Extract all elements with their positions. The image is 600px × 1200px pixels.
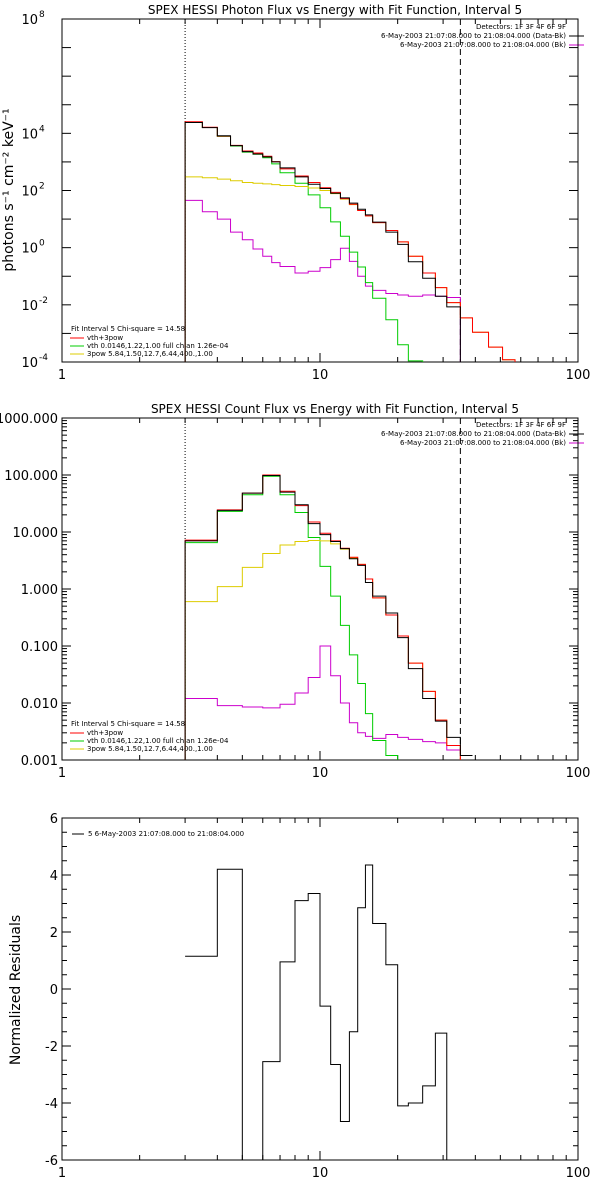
count-y-tick-label: 10.000 bbox=[13, 526, 59, 541]
photon-y-tick-label: 10 bbox=[21, 242, 38, 257]
photon-y-tick-label: 10 bbox=[21, 13, 38, 28]
photon-y-tick-exponent: -2 bbox=[39, 296, 48, 306]
count-y-tick-label: 0.001 bbox=[21, 754, 58, 769]
residuals-legend-text: 5 6-May-2003 21:07:08.000 to 21:08:04.00… bbox=[88, 830, 244, 838]
count-legend-bk-text: 6-May-2003 21:07:08.000 to 21:08:04.000 … bbox=[400, 439, 566, 447]
count-x-tick-label: 1 bbox=[58, 766, 66, 781]
residuals-series-group bbox=[185, 864, 461, 1160]
residuals-x-tick-label: 1 bbox=[58, 1166, 66, 1181]
count-series-bk bbox=[184, 645, 461, 760]
residuals-y-tick-label: 0 bbox=[50, 983, 58, 998]
count-legend-thermal-text: vth 0.0146,1.22,1.00 full chian 1.26e-04 bbox=[87, 737, 229, 745]
count-plot-frame bbox=[61, 417, 579, 761]
photon-y-tick-base: 10 bbox=[21, 299, 38, 314]
residuals-series-residuals bbox=[185, 864, 461, 1160]
photon-legend-fit-interval: Fit Interval 5 Chi-square = 14.58 bbox=[71, 325, 185, 333]
photon-y-tick-base: 10 bbox=[21, 185, 38, 200]
residuals-y-tick-label: -4 bbox=[45, 1097, 58, 1112]
count-y-tick-label: 1.000 bbox=[21, 583, 58, 598]
photon-x-tick-label: 100 bbox=[566, 368, 591, 383]
count-x-axis: 1 10 100 bbox=[58, 418, 591, 781]
photon-chart-title: SPEX HESSI Photon Flux vs Energy with Fi… bbox=[148, 3, 522, 17]
photon-y-axis-label: photons s⁻¹ cm⁻² keV⁻¹ bbox=[1, 108, 17, 271]
count-series-powerlaw bbox=[184, 539, 461, 760]
photon-series-bk bbox=[184, 199, 461, 362]
photon-legend-thermal-text: vth 0.0146,1.22,1.00 full chian 1.26e-04 bbox=[87, 342, 229, 350]
photon-legend-bk-text: 6-May-2003 21:07:08.000 to 21:08:04.000 … bbox=[400, 41, 566, 49]
photon-detectors-label: Detectors: 1F 3F 4F 6F 9F bbox=[476, 23, 566, 31]
photon-legend-total-text: vth+3pow bbox=[87, 334, 123, 342]
residuals-y-tick-label: -6 bbox=[45, 1154, 58, 1169]
photon-y-tick-exponent: 0 bbox=[39, 239, 45, 249]
photon-series-group bbox=[184, 121, 516, 362]
residuals-y-axis: -6 -4 -2 0 2 4 6 bbox=[45, 812, 578, 1169]
photon-x-tick-label: 1 bbox=[58, 368, 66, 383]
photon-legend-powerlaw-text: 3pow 5.84,1.50,12.7,6.44,400.,1.00 bbox=[87, 350, 213, 358]
photon-x-tick-label: 10 bbox=[312, 368, 329, 383]
photon-y-tick-base: 10 bbox=[21, 242, 38, 257]
count-legend-total-text: vth+3pow bbox=[87, 729, 123, 737]
count-y-tick-label: 0.100 bbox=[21, 640, 58, 655]
count-legend-data-text: 6-May-2003 21:07:08.000 to 21:08:04.000 … bbox=[381, 430, 566, 438]
count-series-thermal bbox=[184, 475, 399, 760]
count-y-tick-label: 100.000 bbox=[4, 469, 58, 484]
count-flux-chart: SPEX HESSI Count Flux vs Energy with Fit… bbox=[0, 402, 591, 781]
residuals-y-tick-label: 2 bbox=[50, 926, 58, 941]
photon-y-tick-base: 10 bbox=[21, 356, 38, 371]
photon-top-legend: 6-May-2003 21:07:08.000 to 21:08:04.000 … bbox=[381, 32, 584, 49]
photon-flux-chart: SPEX HESSI Photon Flux vs Energy with Fi… bbox=[1, 3, 591, 383]
photon-y-tick-label: 10 bbox=[21, 299, 38, 314]
photon-y-tick-exponent: -4 bbox=[39, 353, 48, 363]
count-x-tick-label: 100 bbox=[566, 766, 591, 781]
count-y-tick-label: 0.010 bbox=[21, 697, 58, 712]
photon-series-thermal bbox=[184, 121, 424, 362]
count-top-legend: 6-May-2003 21:07:08.000 to 21:08:04.000 … bbox=[381, 430, 584, 447]
photon-legend-data-text: 6-May-2003 21:07:08.000 to 21:08:04.000 … bbox=[381, 32, 566, 40]
count-chart-title: SPEX HESSI Count Flux vs Energy with Fit… bbox=[151, 402, 519, 416]
photon-y-tick-exponent: 4 bbox=[39, 124, 45, 134]
photon-y-tick-base: 10 bbox=[21, 127, 38, 142]
count-x-tick-label: 10 bbox=[312, 766, 329, 781]
residuals-x-axis: 1 10 100 bbox=[58, 818, 591, 1181]
count-series-group bbox=[184, 474, 473, 760]
count-legend-powerlaw-text: 3pow 5.84,1.50,12.7,6.44,400.,1.00 bbox=[87, 745, 213, 753]
residuals-x-tick-label: 100 bbox=[566, 1166, 591, 1181]
count-legend-fit-interval: Fit Interval 5 Chi-square = 14.58 bbox=[71, 720, 185, 728]
photon-y-tick-label: 10 bbox=[21, 127, 38, 142]
photon-y-tick-base: 10 bbox=[21, 13, 38, 28]
count-detectors-label: Detectors: 1F 3F 4F 6F 9F bbox=[476, 421, 566, 429]
residuals-y-tick-label: -2 bbox=[45, 1040, 58, 1055]
residuals-y-tick-label: 4 bbox=[50, 869, 58, 884]
count-bottom-legend: Fit Interval 5 Chi-square = 14.58 vth+3p… bbox=[70, 720, 229, 753]
residuals-y-tick-label: 6 bbox=[50, 812, 58, 827]
residuals-y-axis-label: Normalized Residuals bbox=[8, 915, 24, 1065]
count-series-data bbox=[184, 475, 473, 760]
photon-y-tick-label: 10 bbox=[21, 356, 38, 371]
residuals-x-tick-label: 10 bbox=[312, 1166, 329, 1181]
residuals-chart: Normalized Residuals 5 6-May-2003 21:07:… bbox=[8, 812, 590, 1181]
photon-bottom-legend: Fit Interval 5 Chi-square = 14.58 vth+3p… bbox=[70, 325, 229, 358]
photon-y-axis: 10 -410 -210 010 210 410 8 bbox=[21, 10, 578, 371]
photon-y-tick-exponent: 8 bbox=[39, 10, 45, 20]
count-y-tick-label: 1000.000 bbox=[0, 412, 58, 427]
photon-series-data bbox=[184, 121, 461, 362]
photon-y-tick-exponent: 2 bbox=[39, 182, 45, 192]
photon-series-total bbox=[184, 121, 516, 362]
count-y-axis: 0.001 0.010 0.100 1.000 10.000 100.000 1000.00… bbox=[0, 412, 578, 769]
photon-y-tick-label: 10 bbox=[21, 185, 38, 200]
